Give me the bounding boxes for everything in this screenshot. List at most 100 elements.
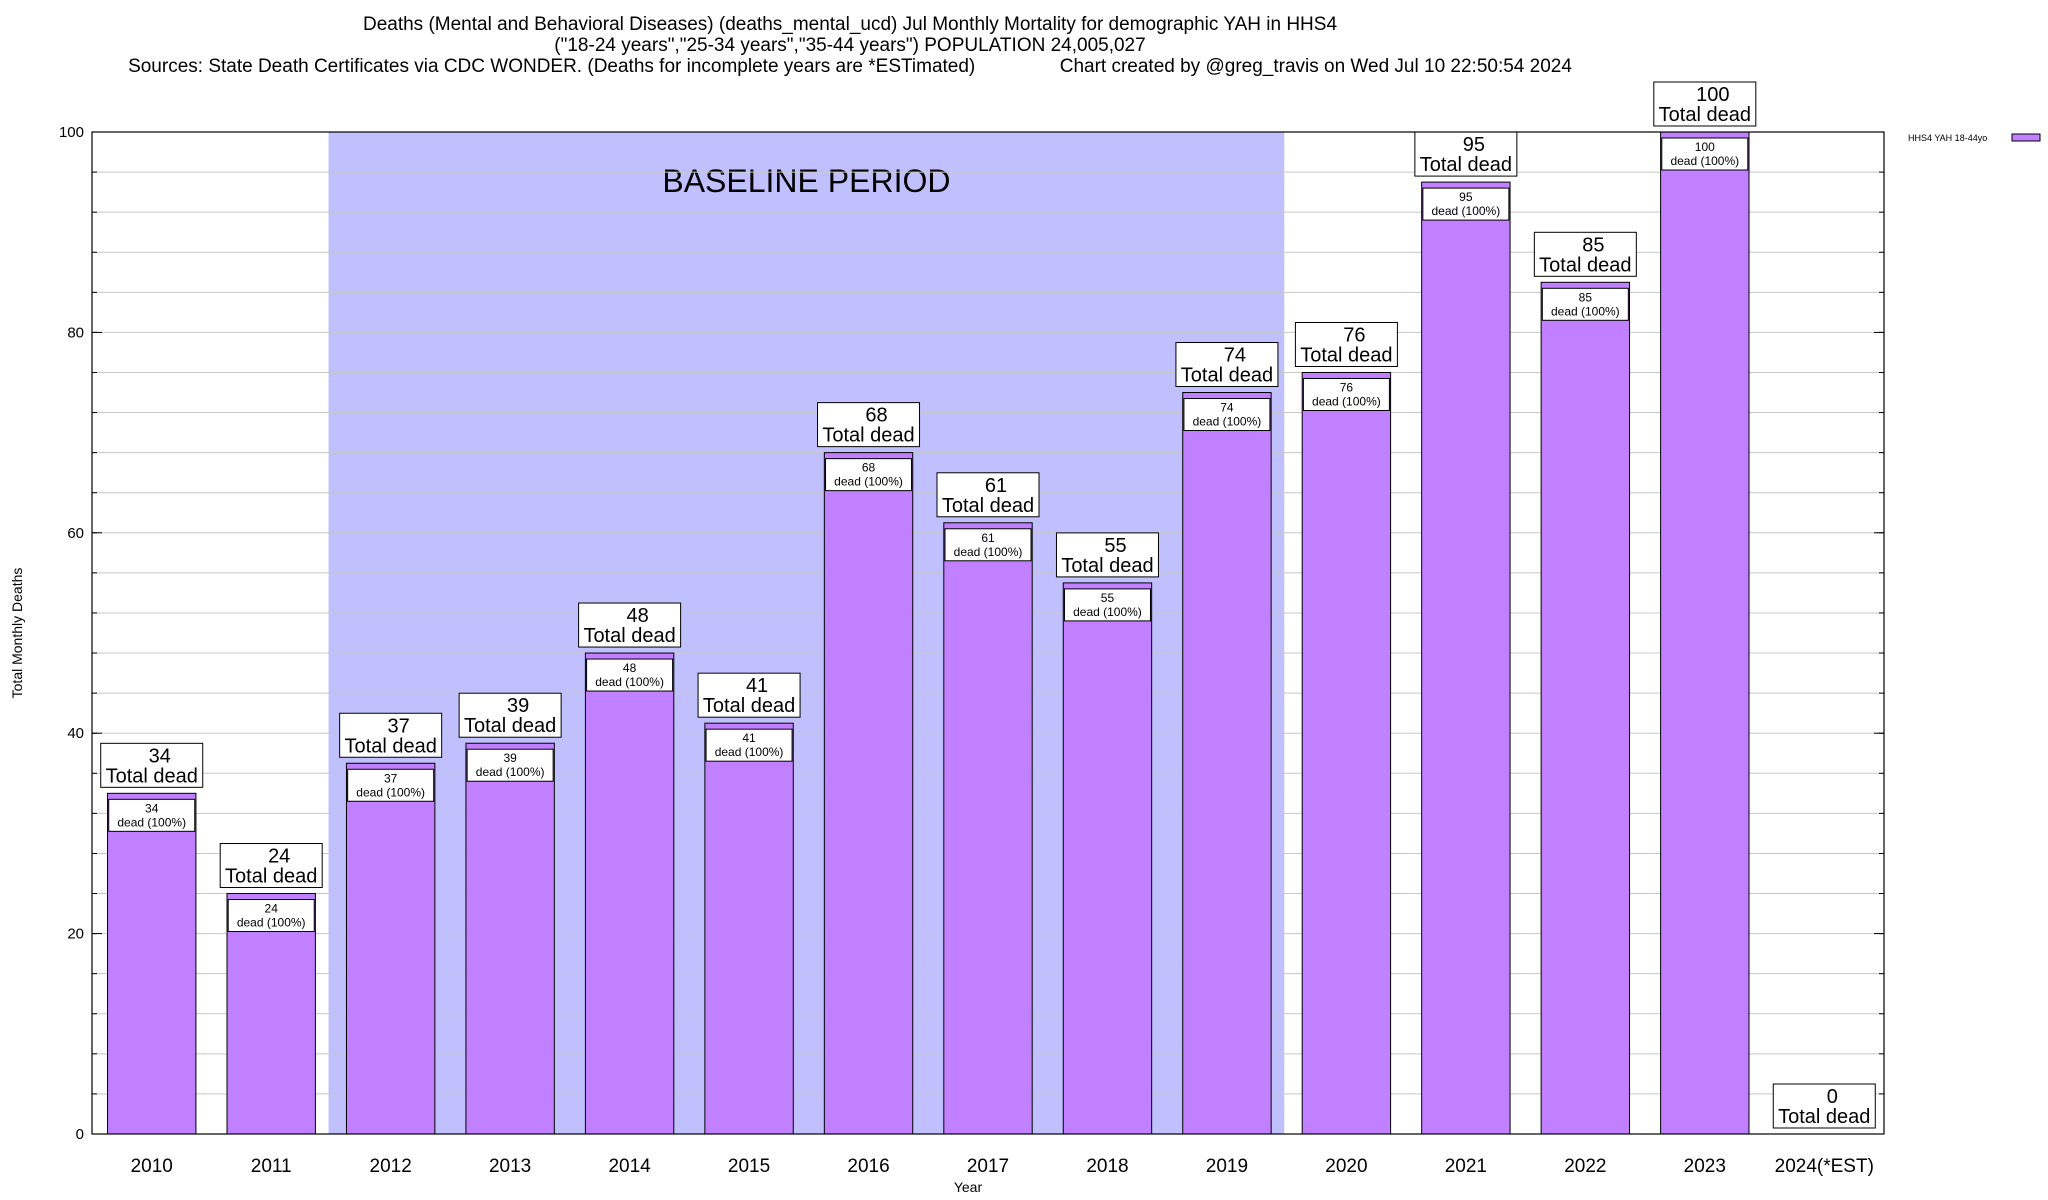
y-tick-label: 40 (67, 725, 84, 742)
legend-label: HHS4 YAH 18-44yo (1908, 133, 1987, 143)
inner-label-value: 61 (981, 531, 995, 545)
bar (107, 792, 197, 1135)
inner-label-box (705, 728, 793, 762)
x-tick-label: 2023 (1684, 1156, 1726, 1177)
x-tick-label: 2020 (1325, 1156, 1367, 1177)
data-label-box (1653, 81, 1757, 127)
inner-label-box (825, 458, 913, 492)
data-label-suffix: Total dead (225, 866, 317, 888)
inner-label-box (1063, 588, 1151, 622)
bar (465, 742, 555, 1135)
x-tick-label: 2019 (1206, 1156, 1248, 1177)
data-label-box (817, 402, 921, 448)
inner-label-value: 34 (145, 801, 159, 815)
inner-label-suffix: dead (100%) (1312, 394, 1381, 408)
x-tick-label: 2022 (1564, 1156, 1606, 1177)
inner-label-box (1661, 137, 1749, 171)
inner-label-suffix: dead (100%) (834, 475, 903, 489)
data-label-box (100, 742, 204, 788)
y-tick-label: 80 (67, 324, 84, 341)
data-label-box (458, 692, 562, 738)
x-tick-label: 2012 (370, 1156, 412, 1177)
inner-label-suffix: dead (100%) (237, 916, 306, 930)
title-line-2: ("18-24 years","25-34 years","35-44 year… (554, 35, 1146, 56)
data-label-suffix: Total dead (1061, 555, 1153, 577)
data-label-box (1294, 321, 1398, 367)
inner-label-suffix: dead (100%) (954, 545, 1023, 559)
bar (584, 652, 675, 1135)
y-tick-label: 0 (76, 1126, 84, 1143)
data-label-value: 34 (149, 745, 171, 767)
inner-label-value: 48 (623, 661, 637, 675)
x-tick-label: 2011 (251, 1156, 292, 1177)
bar (1660, 131, 1750, 1135)
plot-frame (91, 131, 1885, 1135)
data-label-suffix: Total dead (1300, 344, 1392, 366)
bar (1182, 392, 1272, 1135)
bar (1062, 582, 1153, 1135)
data-label-box (697, 672, 801, 718)
data-label-value: 39 (507, 695, 529, 717)
data-label-suffix: Total dead (1659, 104, 1751, 126)
data-label-suffix: Total dead (703, 695, 795, 717)
data-label-value: 41 (746, 675, 768, 697)
data-label-value: 68 (865, 405, 887, 427)
x-tick-label: 2015 (728, 1156, 770, 1177)
data-label-box (1772, 1083, 1876, 1129)
inner-label-suffix: dead (100%) (595, 675, 664, 689)
data-label-box (339, 712, 443, 758)
bar (226, 893, 316, 1135)
x-tick-label: 2024(*EST) (1775, 1156, 1874, 1177)
inner-label-value: 39 (503, 751, 517, 765)
bar (823, 452, 914, 1135)
data-label-suffix: Total dead (345, 735, 437, 757)
data-label-box (1175, 342, 1279, 388)
x-tick-label: 2017 (967, 1156, 1009, 1177)
inner-label-value: 74 (1220, 401, 1234, 415)
inner-label-box (466, 748, 554, 782)
title-line-3: Sources: State Death Certificates via CD… (128, 56, 1572, 77)
x-axis-title: Year (954, 1179, 983, 1195)
inner-label-suffix: dead (100%) (356, 785, 425, 799)
data-label-value: 85 (1582, 234, 1604, 256)
inner-label-box (586, 658, 674, 692)
inner-label-value: 41 (742, 731, 756, 745)
baseline-annotation: BASELINE PERIOD (662, 163, 950, 199)
inner-label-value: 76 (1340, 380, 1354, 394)
inner-label-suffix: dead (100%) (1670, 154, 1739, 168)
inner-label-value: 55 (1101, 591, 1115, 605)
data-label-value: 74 (1224, 345, 1246, 367)
data-label-value: 61 (985, 475, 1007, 497)
inner-label-box (944, 528, 1032, 562)
inner-label-box (347, 768, 435, 802)
inner-label-suffix: dead (100%) (117, 815, 186, 829)
x-tick-label: 2010 (131, 1156, 173, 1177)
inner-label-suffix: dead (100%) (1551, 304, 1620, 318)
data-label-suffix: Total dead (464, 715, 556, 737)
y-axis-title: Total Monthly Deaths (9, 568, 25, 699)
inner-label-box (108, 798, 196, 832)
data-label-suffix: Total dead (106, 765, 198, 787)
data-label-value: 48 (626, 605, 648, 627)
data-label-box (578, 602, 682, 648)
data-label-suffix: Total dead (583, 625, 675, 647)
bar (943, 522, 1033, 1135)
x-tick-label: 2016 (847, 1156, 889, 1177)
data-label-box (1533, 231, 1637, 277)
data-label-suffix: Total dead (1420, 154, 1512, 176)
bar (704, 722, 794, 1135)
x-tick-label: 2021 (1445, 1156, 1487, 1177)
y-tick-label: 60 (67, 525, 84, 542)
inner-label-suffix: dead (100%) (1073, 605, 1142, 619)
x-tick-label: 2018 (1086, 1156, 1128, 1177)
data-label-suffix: Total dead (1778, 1106, 1870, 1128)
inner-label-box (1541, 287, 1629, 321)
x-tick-label: 2013 (489, 1156, 531, 1177)
inner-label-value: 95 (1459, 190, 1473, 204)
inner-label-suffix: dead (100%) (715, 745, 784, 759)
inner-label-suffix: dead (100%) (1432, 204, 1501, 218)
y-tick-label: 100 (59, 124, 84, 141)
bar (1301, 371, 1392, 1135)
inner-label-value: 100 (1695, 140, 1715, 154)
